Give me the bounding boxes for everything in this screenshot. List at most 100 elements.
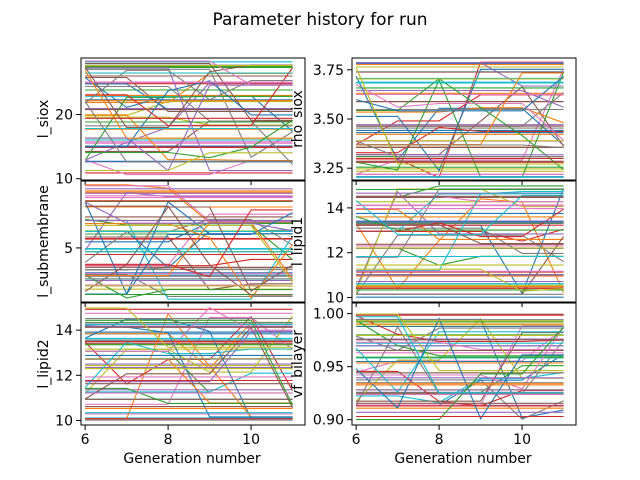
series-line — [85, 307, 293, 348]
series-line — [85, 224, 294, 283]
series-line — [356, 188, 564, 258]
y-tick-label: 3.50 — [313, 112, 344, 128]
series-line — [356, 126, 564, 154]
y-tick-label: 10 — [55, 413, 73, 429]
series-line — [355, 319, 564, 357]
series-line — [355, 188, 564, 293]
series-line — [356, 268, 564, 292]
series-line — [85, 114, 293, 162]
y-tick-label: 20 — [55, 108, 73, 124]
series-line — [355, 75, 564, 112]
series-group — [355, 61, 565, 179]
panel-l_siox: 10 20l_siox — [36, 57, 306, 188]
series-line — [85, 236, 293, 291]
x-tick-label: 6 — [81, 432, 90, 448]
panel-l_lipid1: 10 12 14 l_lipid1 — [290, 180, 577, 307]
series-group — [84, 184, 294, 300]
series-line — [355, 195, 564, 236]
y-tick-label: 5 — [64, 241, 73, 257]
y-tick-label: 14 — [326, 201, 344, 217]
y-tick-label: 0.95 — [313, 360, 344, 376]
series-line — [84, 315, 294, 394]
y-tick-label: 3.25 — [313, 161, 344, 177]
x-tick-label: 8 — [435, 432, 444, 448]
x-axis-label-right: Generation number — [394, 451, 531, 467]
axes-frame — [80, 180, 306, 303]
axes-frame — [351, 302, 577, 426]
series-line — [85, 330, 293, 383]
y-axis-label: l_submembrane — [36, 185, 52, 298]
series-group — [84, 60, 294, 176]
series-line — [356, 193, 564, 272]
series-line — [85, 273, 293, 297]
series-line — [356, 208, 564, 240]
series-line — [356, 78, 564, 171]
series-line — [84, 206, 293, 292]
axes-frame — [351, 180, 577, 303]
y-axis-label: l_siox — [36, 100, 52, 139]
y-axis-label: rho_siox — [290, 90, 306, 148]
y-tick-label: 10 — [55, 172, 73, 188]
series-line — [355, 317, 564, 402]
y-axis-label: vf_bilayer — [290, 330, 306, 398]
series-line — [356, 313, 564, 372]
series-line — [355, 215, 564, 231]
series-line — [355, 315, 564, 343]
x-tick-label: 6 — [352, 432, 361, 448]
series-line — [84, 191, 293, 251]
series-line — [356, 341, 564, 351]
series-line — [85, 67, 293, 172]
panel-l_submembrane: 5 l_submembrane — [36, 180, 306, 307]
series-line — [84, 69, 293, 104]
y-tick-label: 12 — [55, 368, 73, 384]
series-line — [84, 70, 293, 139]
series-line — [355, 83, 564, 141]
series-line — [355, 327, 564, 352]
x-tick-label: 10 — [242, 432, 260, 448]
series-line — [85, 152, 293, 172]
axes-frame — [80, 302, 306, 426]
series-line — [356, 188, 565, 295]
series-line — [85, 213, 293, 266]
series-line — [356, 325, 564, 406]
series-line — [356, 89, 564, 108]
series-line — [85, 101, 293, 117]
series-line — [85, 387, 293, 404]
series-line — [355, 71, 565, 178]
y-axis-label: l_lipid2 — [36, 339, 52, 388]
series-line — [355, 67, 564, 165]
panel-l_lipid2: 10 12 14 6 8 10 l_lipid2 — [36, 302, 306, 448]
series-line — [85, 306, 293, 352]
series-line — [356, 144, 564, 149]
y-tick-label: 14 — [55, 323, 73, 339]
series-line — [85, 76, 293, 113]
series-line — [85, 67, 294, 126]
series-line — [85, 223, 294, 299]
x-tick-label: 8 — [164, 432, 173, 448]
axes-frame — [80, 57, 306, 181]
y-axis-label: l_lipid1 — [290, 217, 306, 266]
figure-title: Parameter history for run — [212, 10, 427, 30]
y-tick-label: 3.75 — [313, 63, 344, 79]
series-line — [355, 317, 564, 420]
series-line — [355, 140, 564, 158]
series-line — [84, 341, 293, 388]
series-line — [356, 68, 564, 172]
series-line — [85, 185, 293, 222]
series-line — [84, 95, 293, 161]
panel-vf_bilayer: 0.90 0.95 1.00 6 8 10 vf_bilayer — [290, 302, 577, 448]
y-tick-label: 0.90 — [313, 413, 344, 429]
x-tick-label: 10 — [513, 432, 531, 448]
series-line — [85, 319, 294, 406]
series-group — [355, 313, 565, 421]
series-group — [84, 306, 294, 421]
series-line — [356, 316, 564, 394]
series-line — [356, 326, 565, 421]
series-line — [85, 284, 293, 287]
panel-rho_siox: 3.25 3.50 3.75 rho_siox — [290, 57, 577, 185]
series-line — [356, 62, 564, 87]
y-tick-label: 1.00 — [313, 307, 344, 323]
x-axis-label-left: Generation number — [123, 451, 260, 467]
series-line — [85, 372, 293, 393]
